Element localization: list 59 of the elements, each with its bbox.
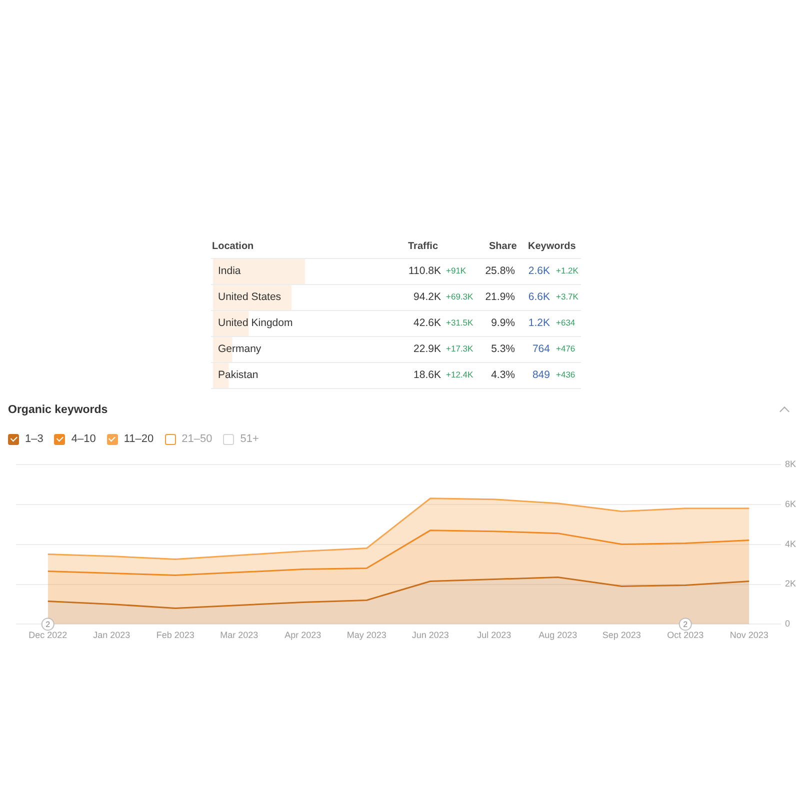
text: 6.6K [528,290,550,303]
y-tick-label: 6K [784,498,796,509]
legend-label: 1–3 [25,433,44,445]
text: +17.3K [446,343,474,354]
text: 764 [532,342,550,355]
text: Traffic [408,240,438,252]
text: 25.8% [485,264,515,277]
legend-label: 11–20 [124,433,154,445]
text: Share [489,240,518,252]
x-tick-label: Jul 2023 [477,630,512,640]
annotation: 2 [46,620,51,629]
y-tick-label: 2K [784,578,796,589]
chart-title: Organic keywords [8,404,108,416]
y-tick-label: 8K [784,458,796,469]
y-tick-label: United Kingdom [218,316,293,329]
x-tick-label: Mar 2023 [220,630,258,640]
text: +1.2K [556,265,579,276]
x-tick-label: Oct 2023 [667,630,704,640]
y-tick-label: 4K [784,538,796,549]
text: 1.2K [528,316,550,329]
y-axis-title: Location [212,240,254,252]
y-tick-label: 0 [784,618,790,629]
data-label: 22.9K [414,342,441,355]
data-label: 42.6K [414,316,441,329]
text: 5.3% [491,342,515,355]
text: +31.5K [446,317,474,328]
x-tick-label: Aug 2023 [538,630,578,640]
text: +436 [556,369,576,380]
y-tick-label: Pakistan [218,368,258,381]
legend-label: 4–10 [71,433,96,445]
data-label: 94.2K [414,290,441,303]
text: +3.7K [556,291,579,302]
x-tick-label: Feb 2023 [156,630,194,640]
x-tick-label: Nov 2023 [730,630,768,640]
legend-label: 21–50 [182,433,212,445]
text: +12.4K [446,369,474,380]
x-tick-label: May 2023 [346,630,386,640]
text: +69.3K [446,291,474,302]
text: 9.9% [491,316,515,329]
text: +91K [446,265,466,276]
x-tick-label: Dec 2022 [28,630,68,640]
text: 21.9% [485,290,515,303]
y-tick-label: United States [218,290,282,303]
x-tick-label: Jan 2023 [93,630,130,640]
text: Keywords [528,240,576,252]
data-label: 110.8K [408,264,441,277]
y-tick-label: India [218,264,241,277]
text: +634 [556,317,576,328]
legend-label: 51+ [240,433,259,445]
text: 849 [532,368,550,381]
x-tick-label: Sep 2023 [602,630,641,640]
y-tick-label: Germany [218,342,262,355]
data-label: 18.6K [414,368,441,381]
text: 4.3% [491,368,515,381]
text: 2.6K [528,264,550,277]
annotation: 2 [683,620,688,629]
x-tick-label: Apr 2023 [284,630,322,640]
text: +476 [556,343,576,354]
x-tick-label: Jun 2023 [412,630,449,640]
